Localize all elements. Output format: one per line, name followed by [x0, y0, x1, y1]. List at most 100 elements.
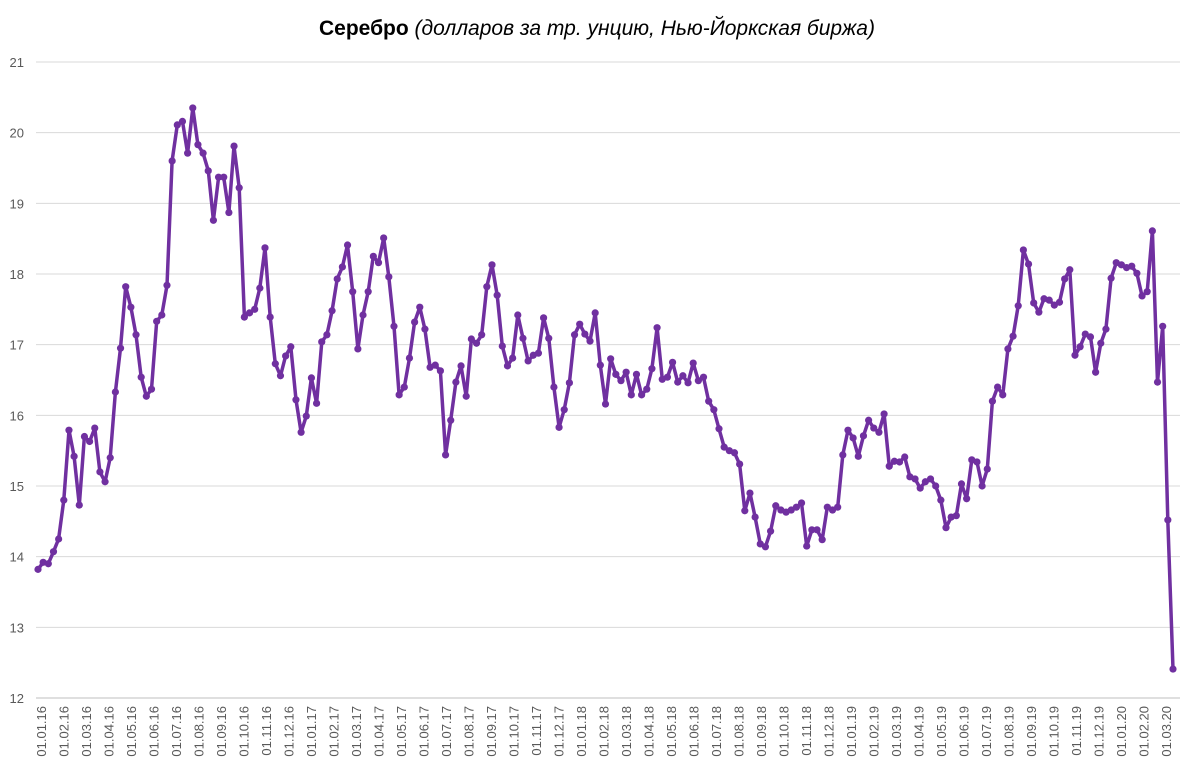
x-tick-label: 01.11.18 — [799, 706, 814, 756]
data-point — [1004, 345, 1012, 353]
data-point — [1092, 368, 1100, 376]
x-tick-label: 01.03.18 — [619, 706, 634, 757]
data-point — [282, 352, 290, 360]
data-point — [524, 357, 532, 365]
data-point — [1153, 378, 1162, 386]
data-point — [349, 288, 357, 296]
data-point — [323, 331, 331, 339]
data-point — [271, 360, 279, 368]
x-tick-label: 01.12.18 — [822, 706, 837, 757]
data-point — [462, 392, 470, 400]
data-point — [859, 432, 868, 440]
data-point — [648, 365, 656, 373]
data-point — [1128, 262, 1136, 270]
data-point — [55, 535, 63, 543]
data-point — [581, 330, 589, 338]
data-point — [467, 335, 475, 343]
x-tick-label: 01.09.16 — [214, 706, 229, 757]
data-point — [751, 513, 759, 521]
data-point — [555, 423, 563, 431]
data-point — [983, 465, 991, 473]
x-tick-label: 01.03.17 — [349, 706, 364, 757]
series-line — [36, 106, 1175, 670]
data-point — [142, 392, 150, 400]
data-point — [168, 157, 176, 165]
data-point — [705, 397, 713, 405]
data-point — [173, 121, 181, 129]
data-point — [808, 526, 816, 534]
data-point — [834, 503, 842, 511]
data-point — [153, 317, 161, 325]
data-point — [803, 542, 811, 550]
data-point — [1045, 296, 1053, 304]
data-point — [431, 361, 439, 369]
data-point — [911, 475, 919, 483]
y-axis: 12 13 14 15 16 17 18 19 20 21 — [10, 55, 24, 706]
x-tick-label: 01.04.17 — [372, 706, 387, 757]
data-point — [147, 385, 156, 393]
data-point — [674, 378, 682, 386]
data-point — [132, 331, 140, 339]
data-point — [209, 216, 218, 224]
data-point — [416, 303, 424, 311]
data-point — [988, 397, 997, 405]
data-point — [34, 565, 42, 573]
data-point — [653, 324, 661, 332]
data-point — [1148, 227, 1156, 235]
gridlines — [36, 61, 1180, 699]
data-point — [617, 377, 625, 385]
data-point — [638, 391, 646, 399]
data-point — [245, 309, 254, 317]
data-point — [230, 142, 238, 150]
data-point — [663, 373, 672, 381]
data-point — [813, 526, 821, 534]
x-tick-label: 01.07.19 — [979, 706, 994, 757]
data-point — [65, 426, 73, 434]
data-point — [452, 378, 460, 386]
data-point — [509, 354, 517, 362]
data-point — [1066, 266, 1074, 274]
data-point — [333, 275, 341, 283]
data-point — [338, 263, 346, 271]
data-point — [880, 410, 888, 418]
series-silver — [34, 104, 1177, 673]
x-tick-label: 01.05.19 — [934, 706, 949, 757]
data-point — [746, 489, 754, 497]
data-point — [1009, 332, 1017, 340]
data-point — [875, 428, 883, 436]
data-point — [1102, 325, 1110, 333]
x-tick-label: 01.02.18 — [597, 706, 612, 757]
data-point — [447, 416, 455, 424]
data-point — [44, 560, 52, 568]
x-tick-label: 01.12.19 — [1092, 706, 1107, 757]
data-point — [287, 343, 295, 351]
data-point — [1097, 339, 1105, 347]
data-point — [441, 451, 450, 459]
data-point — [1030, 299, 1038, 307]
data-point — [895, 458, 904, 466]
data-point — [576, 320, 584, 328]
data-point — [854, 452, 862, 460]
x-tick-label: 01.02.19 — [867, 706, 882, 757]
data-point — [1143, 288, 1151, 296]
data-point — [973, 458, 981, 466]
data-point — [539, 314, 548, 322]
x-tick-label: 01.08.17 — [462, 706, 477, 757]
y-tick-label: 20 — [10, 126, 24, 141]
data-point — [865, 416, 873, 424]
data-point — [668, 358, 677, 366]
data-point — [199, 149, 207, 157]
data-point — [699, 373, 708, 381]
data-point — [1076, 343, 1084, 351]
chart-title-main: Серебро — [319, 17, 409, 40]
data-point — [591, 309, 599, 317]
data-point — [405, 354, 414, 362]
data-point — [436, 367, 445, 375]
data-point — [312, 399, 321, 407]
x-tick-label: 01.12.17 — [552, 706, 567, 757]
data-point — [302, 412, 310, 420]
x-tick-label: 01.02.16 — [57, 706, 72, 757]
data-point — [488, 261, 496, 269]
data-point — [710, 406, 718, 414]
